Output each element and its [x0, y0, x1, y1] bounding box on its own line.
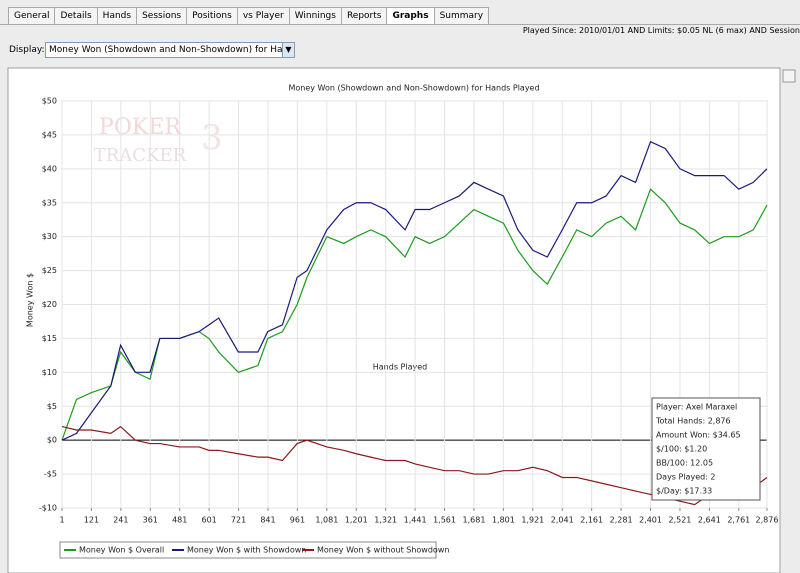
- x-tick-label: 241: [113, 516, 128, 525]
- y-tick-label: $40: [42, 164, 57, 173]
- tab[interactable]: Summary: [433, 7, 490, 24]
- expand-button[interactable]: [782, 69, 796, 83]
- legend-label: Money Won $ Overall: [79, 546, 164, 555]
- tooltip-line: $/Day: $17.33: [656, 487, 712, 496]
- tooltip-box: [651, 397, 761, 501]
- watermark: TRACKER: [94, 145, 187, 166]
- x-tick-label: 2,281: [610, 516, 633, 525]
- display-label: Display:: [9, 45, 45, 55]
- y-tick-label: $50: [42, 97, 57, 106]
- y-tick-label: $15: [42, 334, 57, 343]
- y-tick-label: $45: [42, 130, 57, 139]
- y-tick-label: $0: [47, 436, 57, 445]
- x-tick-label: 2,641: [698, 516, 721, 525]
- x-tick-label: 1,441: [404, 516, 427, 525]
- x-tick-label: 841: [260, 516, 275, 525]
- series-line: [61, 140, 768, 441]
- x-tick-label: 2,521: [668, 516, 691, 525]
- tooltip-line: Amount Won: $34.65: [656, 431, 741, 440]
- tooltip-line: Days Played: 2: [656, 473, 716, 482]
- y-tick-label: $10: [42, 368, 57, 377]
- watermark: POKER: [99, 115, 182, 140]
- tab-line: [0, 24, 800, 25]
- tab-bar: General Details Hands Sessions Positions vs P…: [8, 7, 490, 24]
- x-tick-label: 481: [172, 516, 187, 525]
- tooltip-line: Player: Axel Maraxel: [656, 403, 737, 412]
- watermark: 3: [201, 118, 223, 158]
- x-tick-label: 2,401: [639, 516, 662, 525]
- legend-label: Money Won $ without Showdown: [317, 546, 449, 555]
- x-tick-label: 121: [84, 516, 99, 525]
- x-tick-label: 1,321: [374, 516, 397, 525]
- x-tick-label: 2,161: [580, 516, 603, 525]
- series-line: [61, 425, 768, 506]
- y-tick-label: $35: [42, 198, 57, 207]
- x-tick-label: 2,761: [727, 516, 750, 525]
- x-tick-label: 1,081: [315, 516, 338, 525]
- dropdown-button[interactable]: ▼: [282, 42, 295, 58]
- x-tick-label: 2,876: [756, 516, 779, 525]
- x-tick-label: 1,561: [433, 516, 456, 525]
- legend-box: [59, 541, 437, 559]
- y-tick-label: -$5: [44, 470, 57, 479]
- y-tick-label: $30: [42, 232, 57, 241]
- chart-title: Money Won (Showdown and Non-Showdown) fo…: [288, 84, 539, 93]
- x-tick-label: 721: [231, 516, 246, 525]
- y-tick-label: -$10: [39, 504, 57, 513]
- x-tick-label: 1,921: [521, 516, 544, 525]
- x-tick-label: 2,041: [551, 516, 574, 525]
- x-tick-label: 1,201: [345, 516, 368, 525]
- y-tick-label: $20: [42, 300, 57, 309]
- y-tick-label: $5: [47, 402, 57, 411]
- filter-text: Played Since: 2010/01/01 AND Limits: $0.…: [522, 26, 800, 35]
- y-axis-label: Money Won $: [26, 273, 35, 327]
- x-axis-label: Hands Played: [373, 363, 427, 372]
- legend-label: Money Won $ with Showdown: [187, 546, 306, 555]
- x-tick-label: 1: [59, 516, 64, 525]
- tooltip-line: Total Hands: 2,876: [655, 417, 731, 426]
- x-tick-label: 361: [143, 516, 158, 525]
- tooltip-line: BB/100: 12.05: [656, 459, 713, 468]
- tooltip-line: $/100: $1.20: [656, 445, 707, 454]
- x-tick-label: 961: [290, 516, 305, 525]
- y-tick-label: $25: [42, 266, 57, 275]
- x-tick-label: 1,681: [463, 516, 486, 525]
- x-tick-label: 601: [201, 516, 216, 525]
- x-tick-label: 1,801: [492, 516, 515, 525]
